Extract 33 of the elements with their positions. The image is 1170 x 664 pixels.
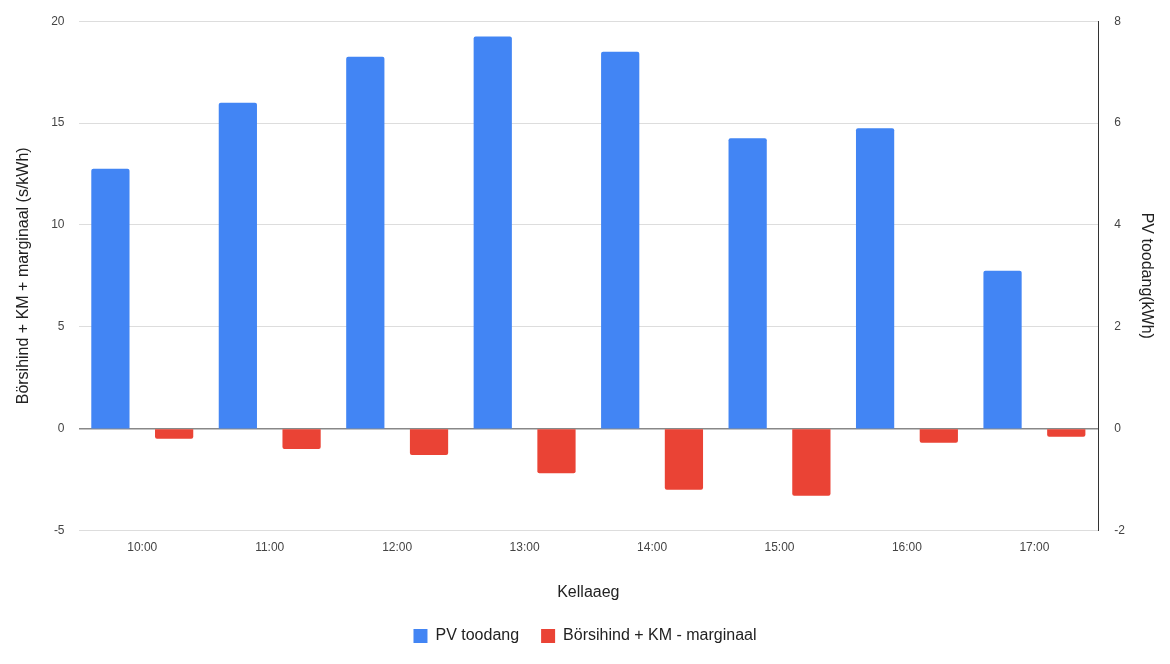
y2-tick-label: 8 [1114, 13, 1122, 28]
y2-tick-label: -2 [1114, 522, 1126, 537]
bar [91, 168, 130, 429]
legend-label: PV toodang [435, 626, 520, 644]
bar [728, 138, 767, 429]
y2-tick-label: 0 [1114, 420, 1122, 435]
bar [983, 270, 1022, 429]
y-axis-title: Börsihind + KM + marginaal (s/kWh) [14, 147, 32, 405]
x-tick-label: 17:00 [1019, 539, 1050, 554]
x-axis-title: Kellaaeg [557, 582, 620, 600]
x-tick-label: 16:00 [891, 539, 923, 554]
y-tick-label: 0 [57, 420, 65, 435]
x-tick-label: 15:00 [764, 539, 795, 554]
bar [855, 128, 895, 429]
y2-tick-label: 6 [1114, 115, 1122, 130]
y-tick-label: 5 [57, 319, 65, 334]
bar [473, 36, 512, 429]
y-tick-label: 20 [51, 13, 65, 28]
y-tick-label: -5 [53, 522, 65, 537]
bar [346, 56, 385, 429]
x-tick-label: 10:00 [127, 539, 158, 554]
y2-axis-title: PV toodang(kWh) [1138, 212, 1156, 339]
y2-tick-label: 2 [1114, 319, 1122, 334]
x-tick-label: 12:00 [382, 539, 413, 554]
legend-label: Börsihind + KM - marginaal [563, 626, 757, 644]
y2-tick-label: 4 [1114, 217, 1122, 232]
bar [218, 102, 257, 429]
bar [601, 51, 640, 429]
y-tick-label: 15 [51, 115, 65, 130]
x-tick-label: 14:00 [637, 539, 668, 554]
y-tick-label: 10 [51, 217, 65, 232]
x-tick-label: 13:00 [509, 539, 540, 554]
x-tick-label: 11:00 [255, 539, 285, 554]
